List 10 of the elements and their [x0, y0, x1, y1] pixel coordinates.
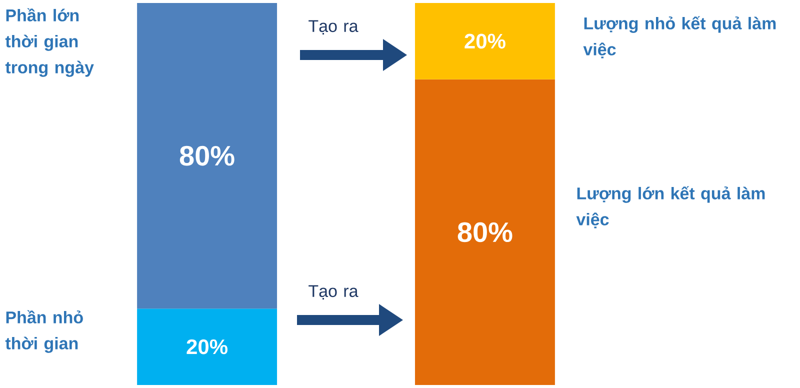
annotation: Tạo ra: [308, 20, 358, 34]
data-label: 20%: [464, 34, 506, 49]
annotation: Lượng nhỏ kết quả làm việc: [583, 16, 776, 58]
data-label: 80%: [180, 146, 234, 166]
annotation: Lượng lớn kết quả làm việc: [576, 186, 765, 228]
annotation: Phần nhỏ thời gian: [5, 310, 83, 353]
data-label: 80%: [458, 222, 512, 242]
annotation: Tạo ra: [308, 285, 358, 300]
data-label: 20%: [186, 339, 228, 354]
annotation: Phần lớn thời gian trong ngày: [5, 8, 94, 77]
